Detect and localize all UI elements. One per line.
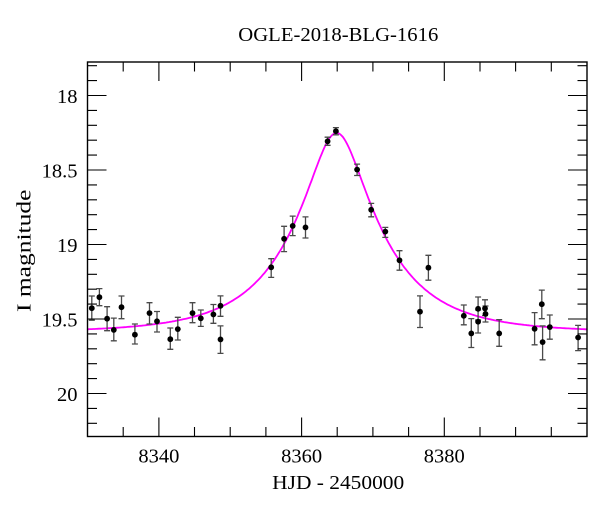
svg-text:8340: 8340 — [138, 446, 179, 468]
svg-text:20: 20 — [57, 384, 78, 406]
svg-text:8380: 8380 — [424, 446, 465, 468]
svg-text:18: 18 — [57, 86, 78, 108]
svg-text:19: 19 — [57, 235, 78, 257]
svg-text:HJD - 2450000: HJD - 2450000 — [272, 472, 404, 494]
svg-text:8360: 8360 — [281, 446, 322, 468]
svg-text:18.5: 18.5 — [42, 161, 78, 183]
svg-text:OGLE-2018-BLG-1616: OGLE-2018-BLG-1616 — [238, 24, 438, 46]
svg-text:I magnitude: I magnitude — [14, 190, 36, 312]
svg-text:19.5: 19.5 — [42, 310, 78, 332]
